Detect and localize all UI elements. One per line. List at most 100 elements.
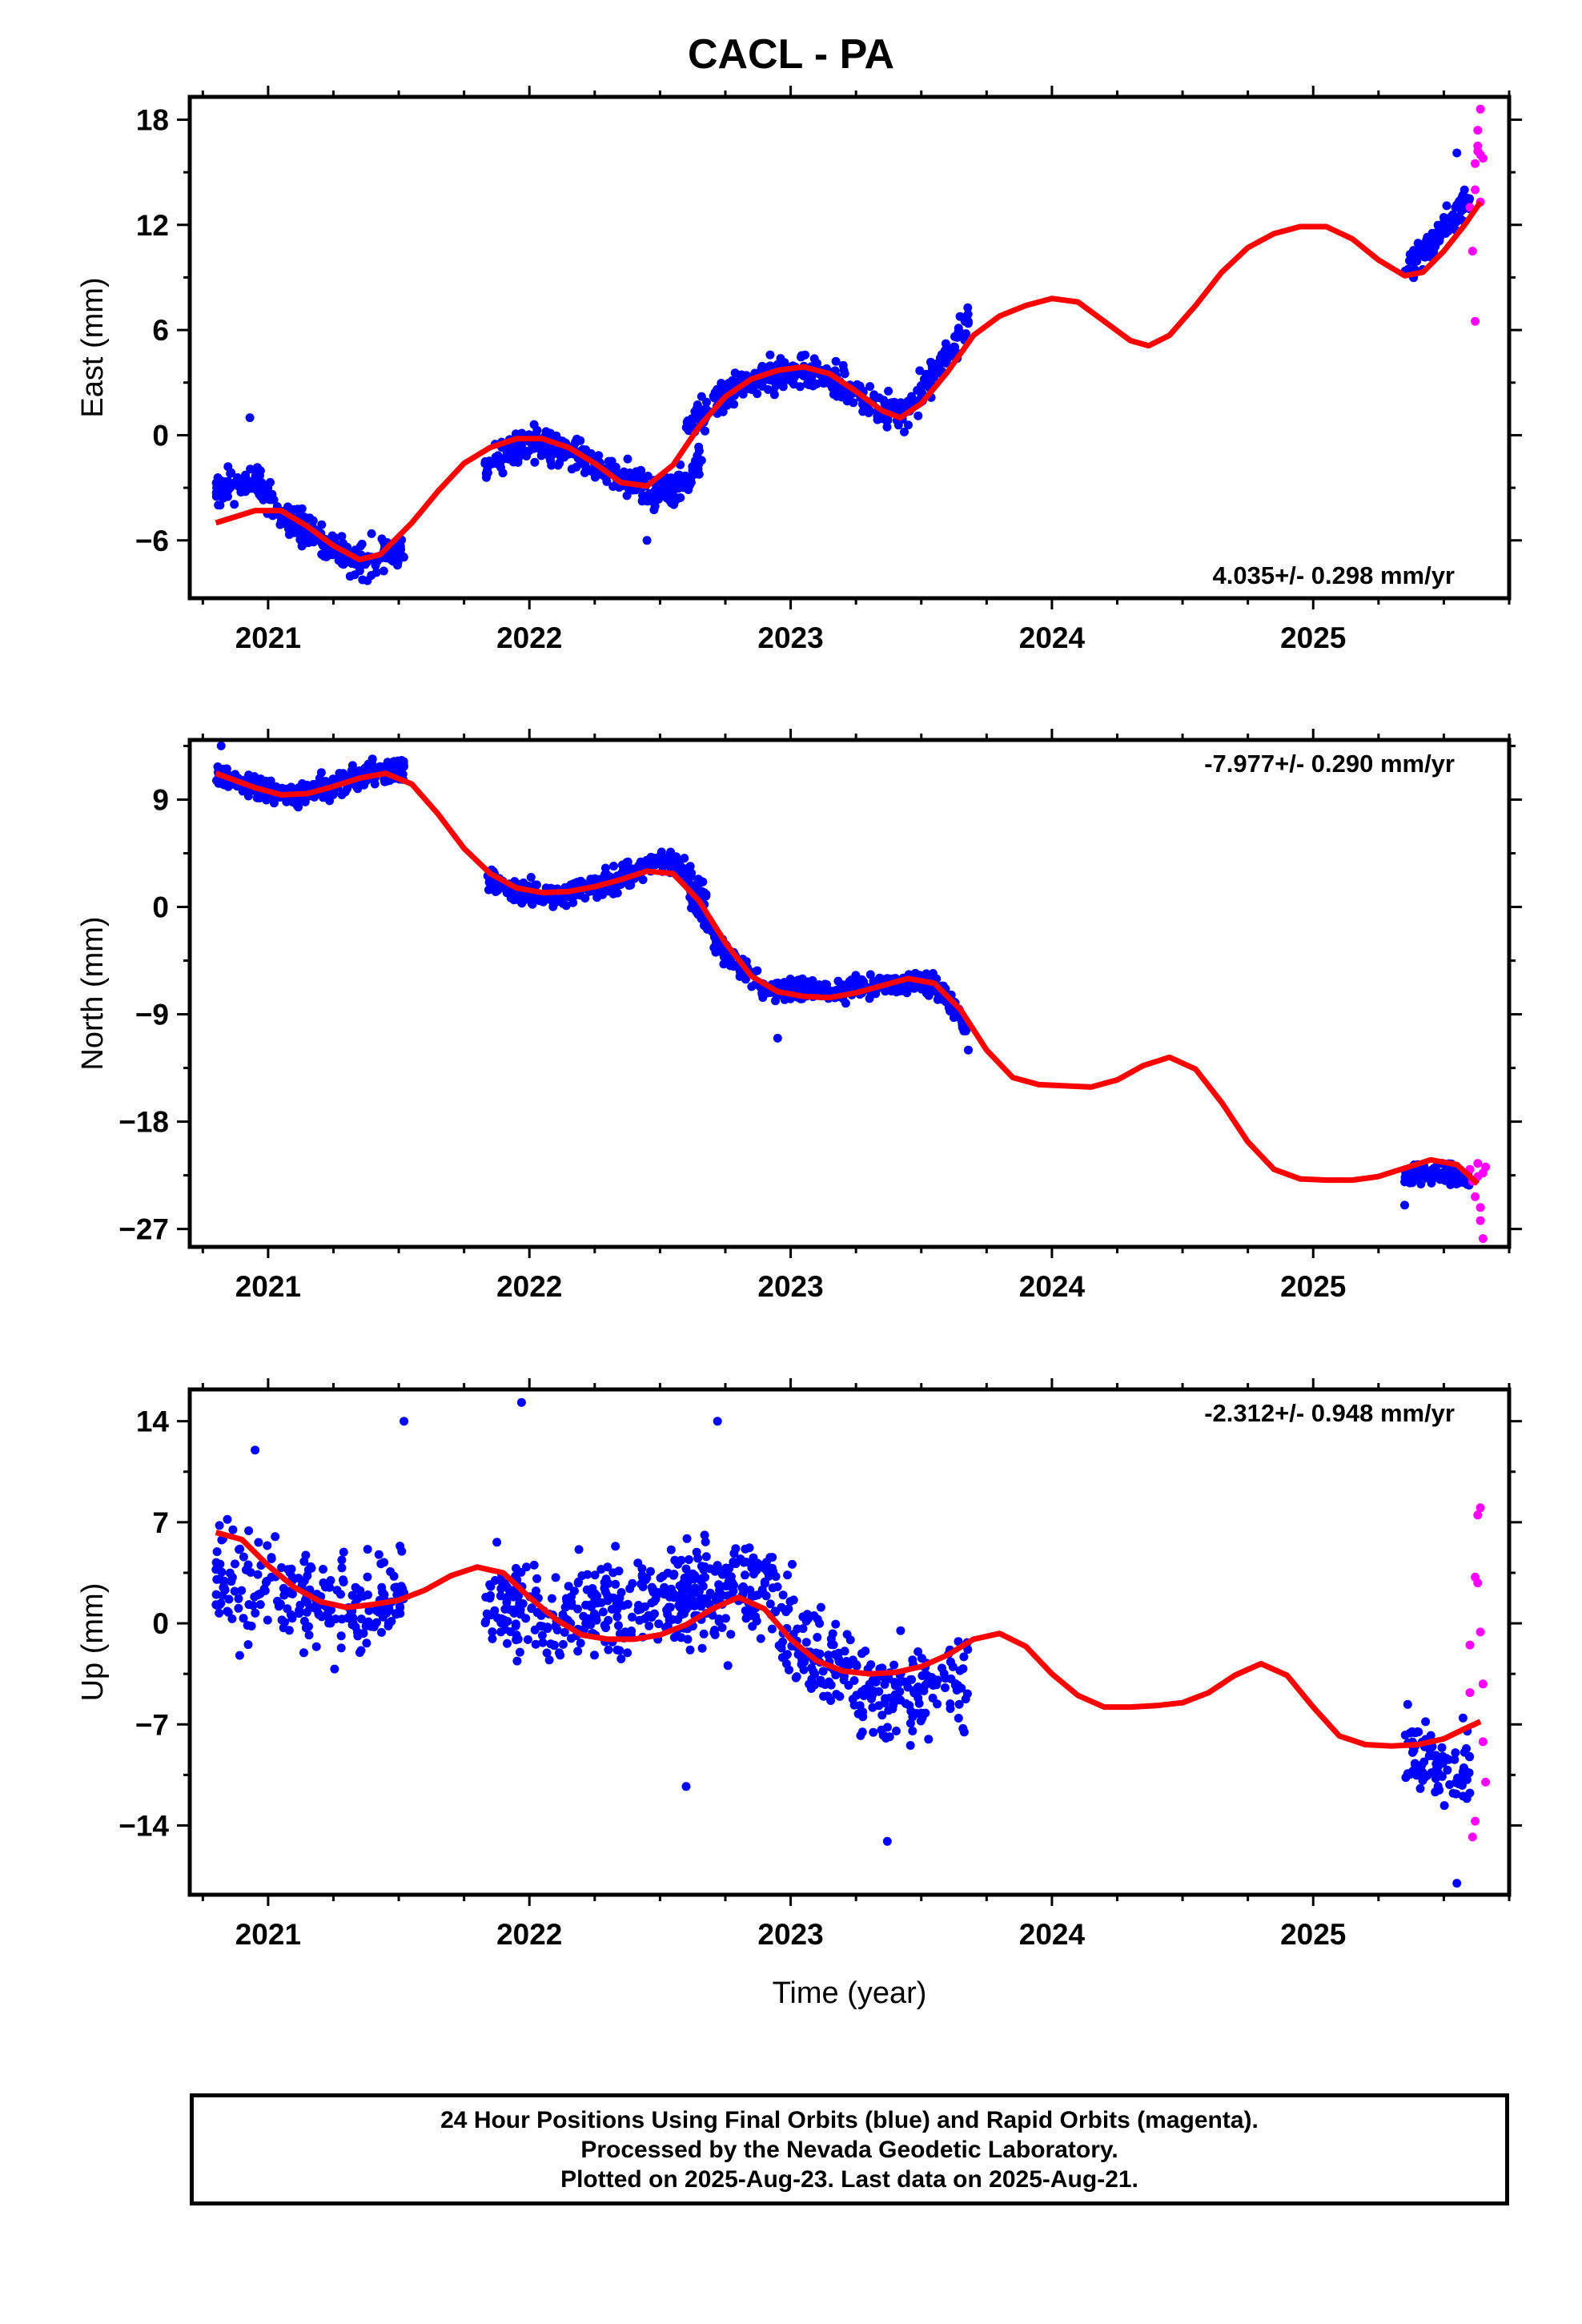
final-orbit-point	[637, 472, 647, 482]
final-orbit-point	[391, 1610, 401, 1619]
final-orbit-point	[1435, 1785, 1444, 1795]
final-orbit-point	[267, 1554, 276, 1563]
final-orbit-point	[767, 1624, 777, 1634]
final-orbit-point	[871, 1677, 881, 1687]
final-orbit-point	[297, 504, 307, 513]
final-orbit-point	[212, 1574, 222, 1584]
final-orbit-point	[347, 1620, 357, 1630]
final-orbit-point	[946, 1007, 954, 1015]
final-orbit-point	[884, 386, 893, 396]
final-orbit-point	[1439, 213, 1448, 222]
final-orbit-point	[1405, 1178, 1415, 1188]
final-orbit-point	[815, 1618, 825, 1628]
final-orbit-point	[1442, 201, 1452, 211]
final-orbit-point	[239, 485, 249, 495]
final-orbit-point	[383, 1618, 393, 1628]
final-orbit-point	[813, 1633, 822, 1642]
final-orbit-point	[798, 1612, 808, 1622]
final-orbit-point	[624, 881, 634, 891]
final-orbit-point	[542, 1648, 552, 1658]
final-orbit-point	[392, 1590, 402, 1599]
final-orbit-point	[212, 1547, 222, 1557]
rapid-orbit-point	[1471, 159, 1480, 168]
rapid-orbit-point	[1476, 1216, 1485, 1225]
final-orbit-point	[893, 420, 903, 430]
velocity-rate-label: -2.312+/- 0.948 mm/yr	[1204, 1399, 1455, 1427]
final-orbit-point	[669, 1570, 679, 1579]
x-tick-label: 2024	[1019, 621, 1086, 654]
final-orbit-point	[508, 457, 518, 467]
final-orbit-point	[826, 1680, 836, 1690]
final-orbit-point	[225, 1568, 235, 1578]
final-orbit-point	[302, 1607, 311, 1617]
final-orbit-point	[692, 1600, 701, 1610]
final-orbit-point	[255, 1600, 265, 1610]
final-orbit-point	[711, 947, 721, 957]
final-orbit-point	[805, 1679, 814, 1689]
final-orbit-point	[648, 1585, 657, 1594]
final-orbit-point	[576, 1638, 585, 1648]
final-orbit-point	[569, 1586, 579, 1596]
final-orbit-point	[1431, 1751, 1441, 1761]
final-orbit-point	[776, 354, 785, 364]
final-orbit-point	[679, 483, 688, 493]
final-orbit-point	[674, 470, 684, 480]
final-orbit-point	[761, 1558, 771, 1567]
final-orbit-point	[279, 1623, 288, 1633]
final-orbit-point	[1427, 237, 1437, 247]
final-orbit-point	[1410, 1759, 1419, 1768]
y-axis-label: Up (mm)	[76, 1583, 110, 1702]
final-orbit-point	[251, 1608, 260, 1618]
final-orbit-point	[623, 454, 632, 464]
final-orbit-point	[590, 468, 600, 477]
final-orbit-point	[738, 1582, 748, 1591]
final-orbit-point	[356, 1614, 366, 1624]
final-orbit-point	[1403, 1699, 1412, 1709]
final-orbit-point	[623, 1648, 632, 1658]
final-orbit-point	[924, 991, 934, 1000]
final-orbit-point	[588, 1584, 597, 1593]
final-orbit-point	[747, 982, 757, 991]
final-orbit-point	[524, 446, 534, 456]
final-orbit-point	[832, 1690, 841, 1699]
final-orbit-point	[908, 1655, 917, 1665]
velocity-rate-label: 4.035+/- 0.298 mm/yr	[1213, 561, 1455, 589]
rapid-orbit-point	[1471, 1816, 1480, 1826]
final-orbit-point	[670, 483, 680, 493]
final-orbit-point	[367, 529, 376, 538]
final-orbit-point	[959, 1727, 969, 1737]
final-orbit-point	[612, 1612, 622, 1622]
final-orbit-point	[682, 1534, 692, 1543]
rapid-orbit-point	[1471, 185, 1480, 195]
final-orbit-point	[529, 1560, 539, 1570]
final-orbit-point	[552, 447, 562, 456]
final-orbit-point	[1447, 219, 1457, 228]
final-orbit-point	[771, 1607, 781, 1617]
final-orbit-point	[337, 1555, 347, 1565]
final-orbit-point	[1415, 1783, 1425, 1793]
final-orbit-point	[573, 1647, 583, 1656]
final-orbit-point	[496, 463, 505, 472]
final-orbit-point	[1452, 1789, 1461, 1799]
rapid-orbit-point	[1473, 126, 1483, 135]
final-orbit-point	[269, 798, 279, 808]
final-orbit-point	[518, 1599, 528, 1608]
rapid-orbit-point	[1476, 1203, 1485, 1212]
final-orbit-point	[829, 389, 838, 399]
footer-line-processor: Processed by the Nevada Geodetic Laborat…	[580, 2136, 1118, 2163]
final-orbit-point	[689, 1574, 699, 1584]
final-orbit-point	[837, 392, 846, 402]
final-orbit-point	[669, 1593, 679, 1602]
final-orbit-point	[219, 1582, 228, 1592]
final-orbit-point	[909, 1688, 919, 1698]
final-orbit-point	[840, 369, 849, 379]
footer-line-orbits: 24 Hour Positions Using Final Orbits (bl…	[440, 2106, 1259, 2133]
final-orbit-point	[818, 1667, 828, 1676]
final-orbit-point	[921, 369, 931, 379]
final-orbit-point	[299, 1576, 309, 1586]
final-orbit-point	[600, 863, 610, 873]
final-orbit-point	[699, 1565, 709, 1574]
final-orbit-point	[692, 1547, 701, 1557]
final-orbit-point	[390, 1583, 400, 1592]
final-orbit-point	[376, 1559, 386, 1569]
